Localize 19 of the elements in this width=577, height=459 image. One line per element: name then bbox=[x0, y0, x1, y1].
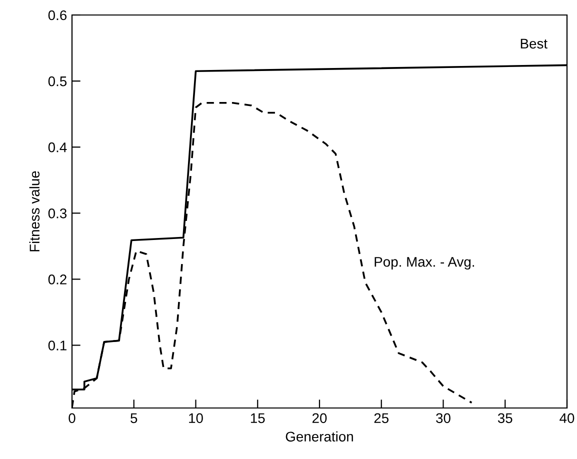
x-tick-label: 5 bbox=[130, 413, 138, 424]
x-tick-label: 15 bbox=[250, 413, 265, 424]
y-tick-label: 0.3 bbox=[48, 208, 67, 218]
x-axis-title: Generation bbox=[286, 431, 353, 442]
series-label: Pop. Max. - Avg. bbox=[374, 257, 474, 270]
y-tick-label: 0.6 bbox=[48, 10, 67, 20]
x-tick-label: 35 bbox=[498, 413, 512, 424]
y-axis-title: Fitness value bbox=[29, 171, 40, 252]
y-tick-label: 0.2 bbox=[48, 274, 66, 284]
x-tick-label: 10 bbox=[189, 413, 203, 424]
x-tick-label: 20 bbox=[312, 413, 327, 424]
series-label: Best bbox=[520, 38, 548, 49]
x-tick-label: 25 bbox=[374, 413, 389, 424]
x-tick-label: 40 bbox=[560, 413, 574, 424]
y-tick-label: 0.5 bbox=[48, 76, 67, 86]
y-tick-label: 0.1 bbox=[48, 340, 66, 350]
x-tick-label: 0 bbox=[68, 413, 76, 424]
x-tick-label: 30 bbox=[436, 413, 450, 424]
y-tick-label: 0.4 bbox=[48, 142, 67, 152]
